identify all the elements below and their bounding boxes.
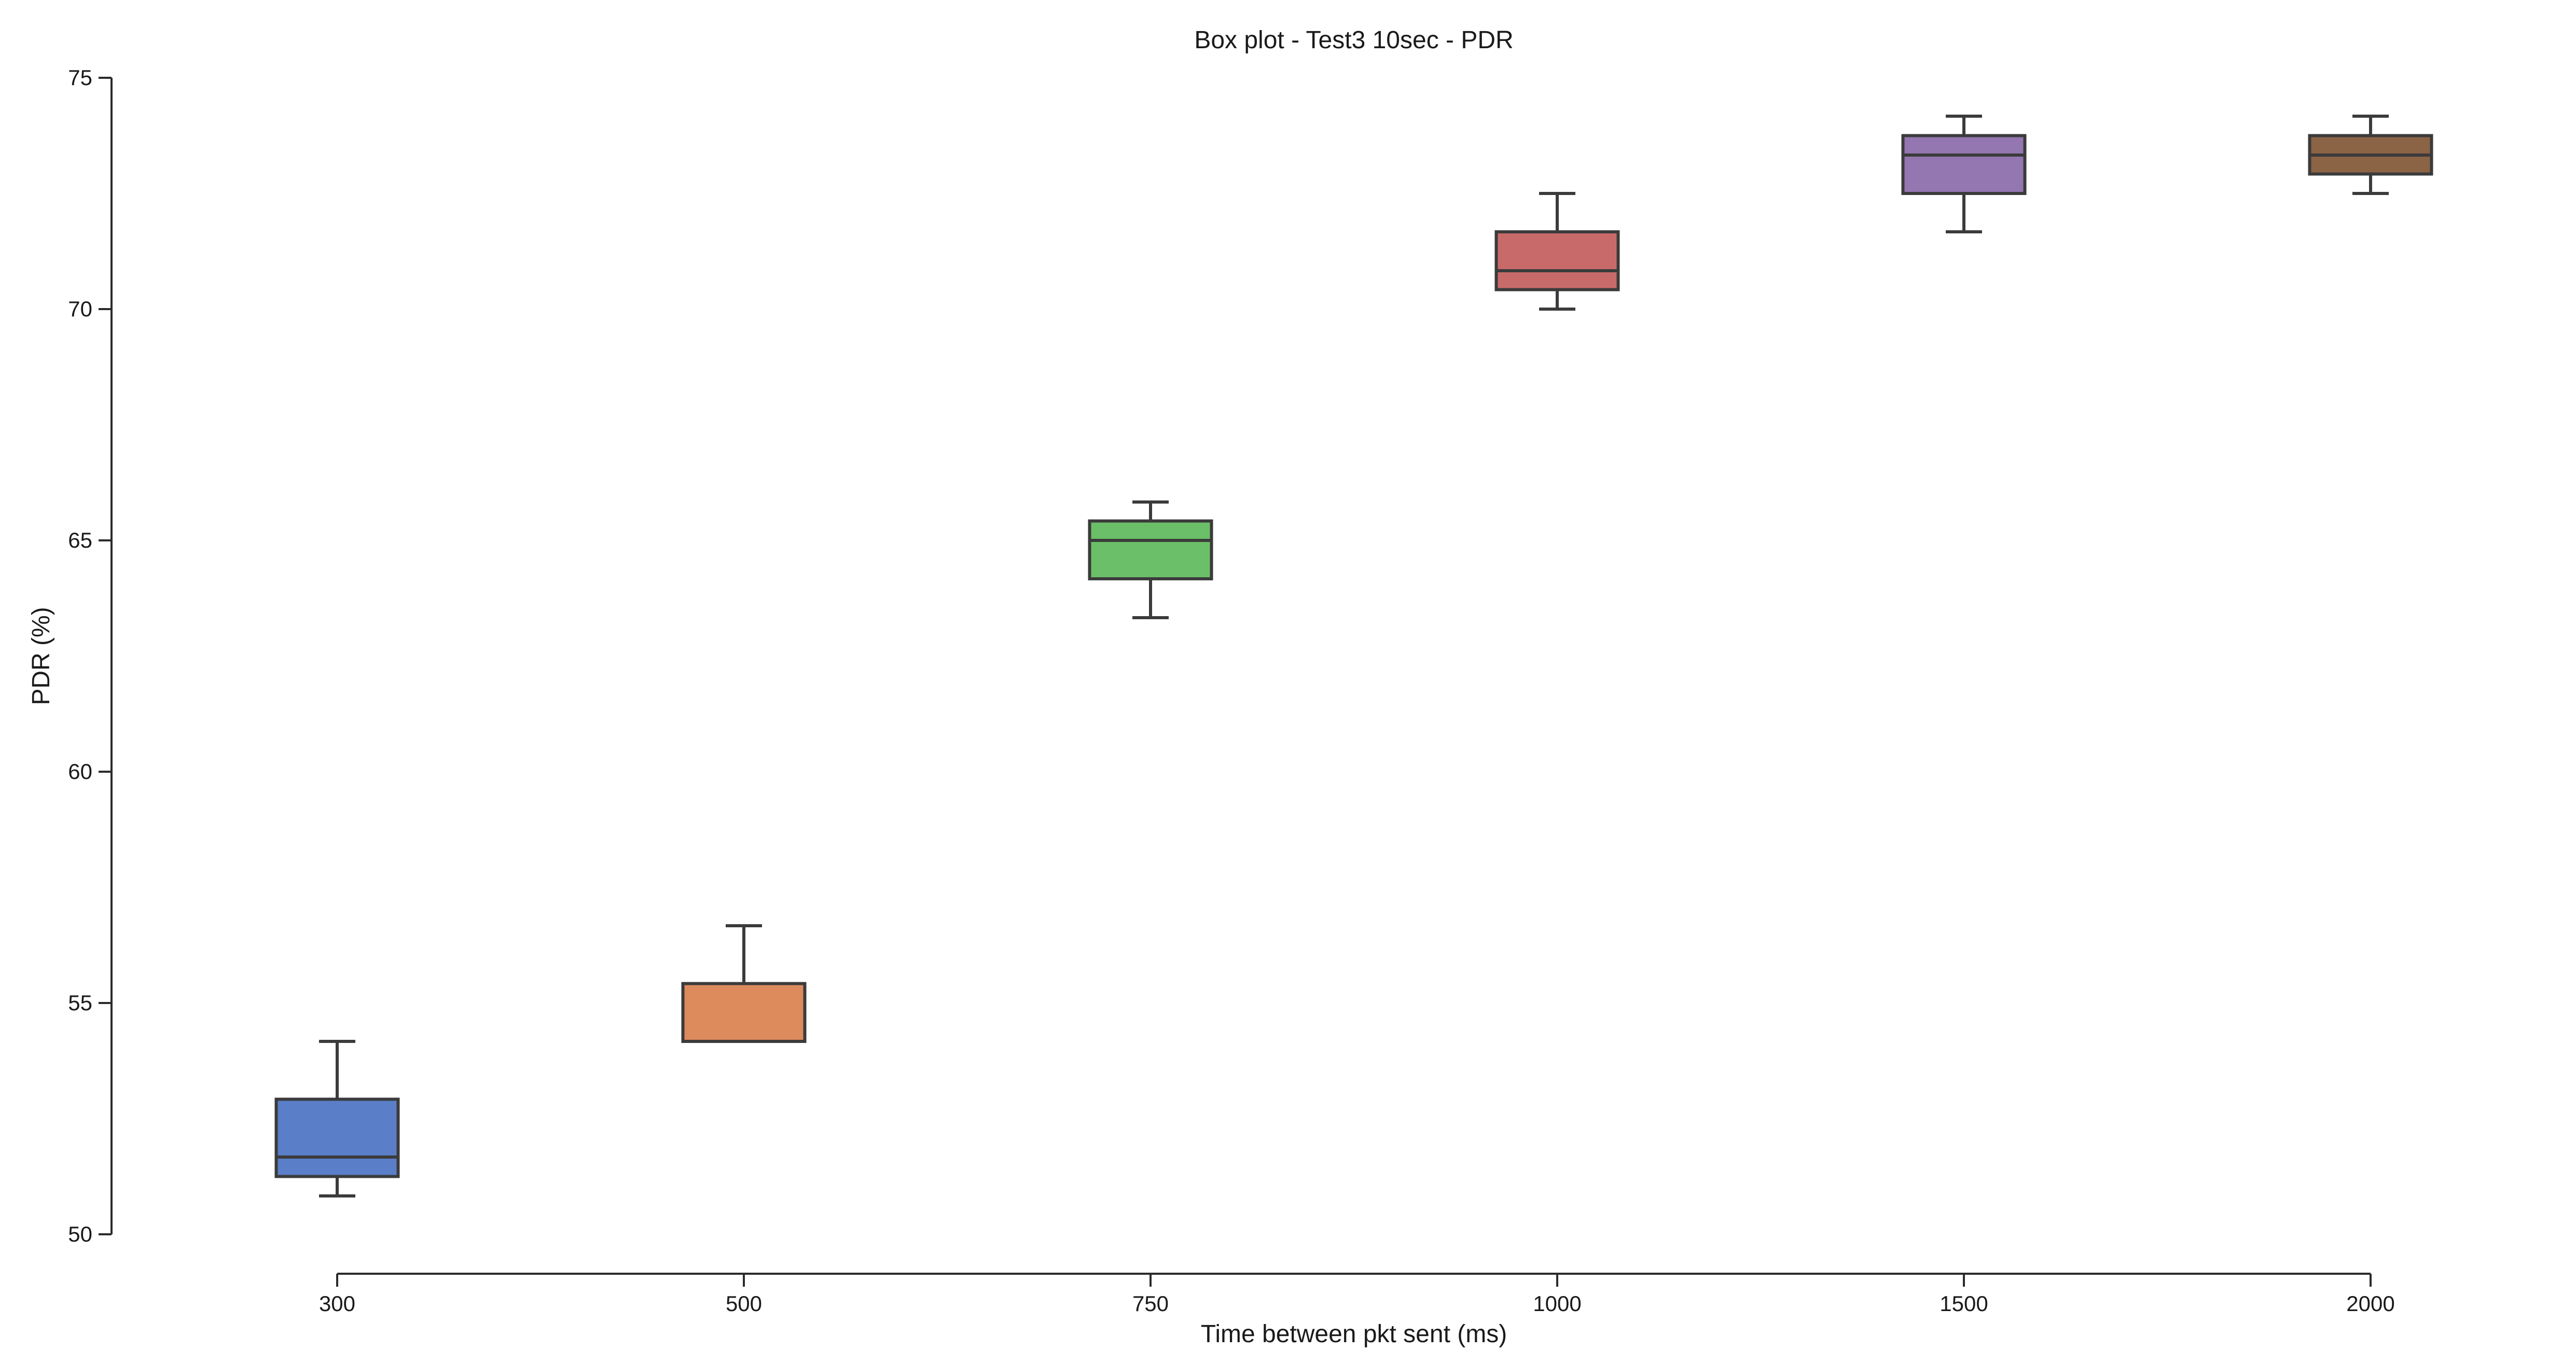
box-body-1000 <box>1494 230 1620 291</box>
plot-area <box>274 115 2433 1197</box>
y-tick-label-70: 70 <box>68 297 92 321</box>
box-body-300 <box>274 1097 400 1178</box>
box-body-1500 <box>1901 134 2027 195</box>
x-tick-label-1000: 1000 <box>1533 1291 1581 1316</box>
y-tick-label-60: 60 <box>68 759 92 784</box>
x-axis-ticks: 300 500 750 1000 1500 2000 <box>319 1274 2395 1316</box>
y-axis-label: PDR (%) <box>27 607 55 705</box>
x-tick-label-500: 500 <box>726 1291 762 1316</box>
box-1500 <box>1901 115 2027 234</box>
box-500 <box>681 924 807 1043</box>
x-tick-label-300: 300 <box>319 1291 355 1316</box>
x-tick-label-750: 750 <box>1132 1291 1169 1316</box>
x-axis-label: Time between pkt sent (ms) <box>1201 1320 1507 1348</box>
box-1000 <box>1494 192 1620 311</box>
y-tick-label-50: 50 <box>68 1222 92 1246</box>
box-750 <box>1088 500 1213 619</box>
box-300 <box>274 1040 400 1197</box>
x-tick-label-1500: 1500 <box>1940 1291 1988 1316</box>
x-tick-label-2000: 2000 <box>2346 1291 2394 1316</box>
box-body-500 <box>681 982 807 1043</box>
box-2000 <box>2308 115 2433 195</box>
y-tick-label-65: 65 <box>68 528 92 552</box>
y-axis-ticks: 50 55 60 65 70 75 <box>68 65 112 1246</box>
y-tick-label-75: 75 <box>68 65 92 90</box>
y-tick-label-55: 55 <box>68 991 92 1015</box>
chart-title: Box plot - Test3 10sec - PDR <box>1194 26 1513 54</box>
box-body-750 <box>1088 519 1213 581</box>
